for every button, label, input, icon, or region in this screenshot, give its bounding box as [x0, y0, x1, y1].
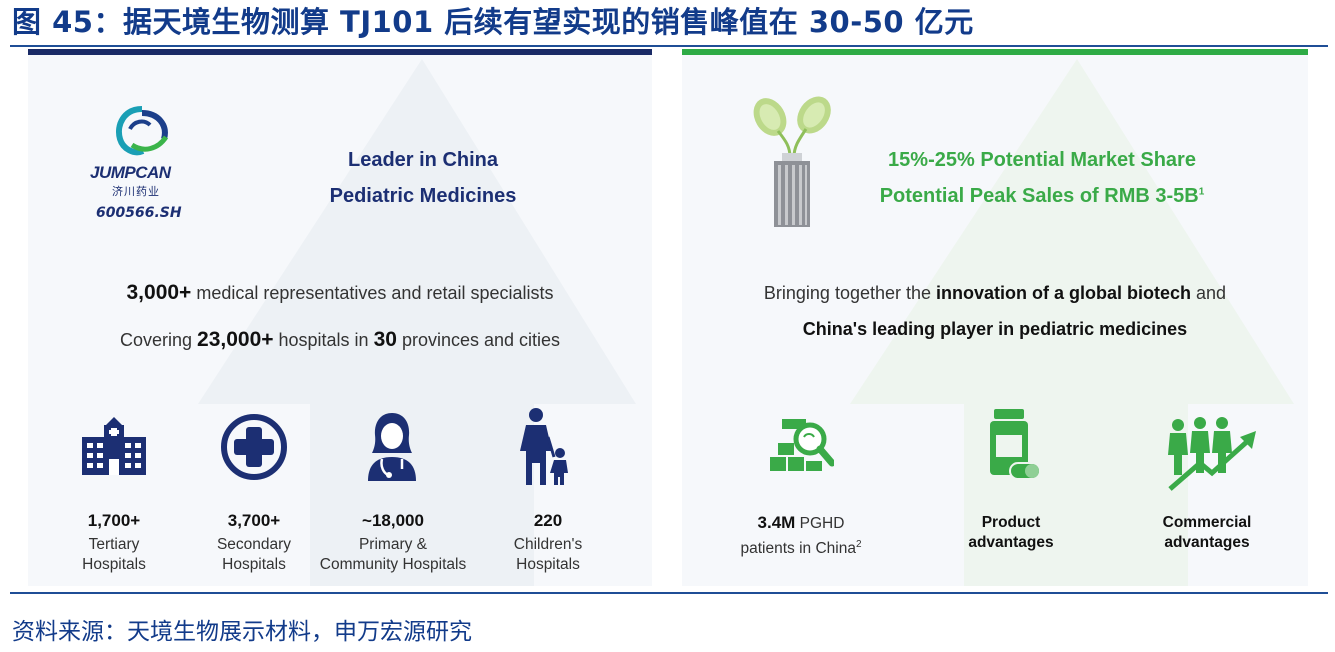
primary-count: ~18,000: [362, 511, 424, 530]
secondary-label-1: Secondary: [216, 536, 292, 553]
medicine-bottle-icon: [984, 407, 1042, 481]
seedling-vial-icon: [748, 95, 840, 229]
commercial-advantages-line-2: advantages: [1164, 534, 1250, 551]
source-divider: [10, 592, 1328, 594]
title-divider: [10, 45, 1328, 47]
description-pre: Bringing together the: [763, 283, 937, 303]
stat-coverage: Covering 23,000+ hospitals in 30 provinc…: [28, 328, 652, 352]
commercial-advantages-line-1: Commercial: [1162, 514, 1252, 531]
pghd-footnote: 2: [855, 539, 862, 550]
stat-coverage-hospitals: 23,000+: [197, 328, 274, 351]
parent-child-icon: [516, 407, 572, 487]
primary-label-1: Primary &: [358, 536, 428, 553]
stat-coverage-provinces: 30: [373, 328, 397, 351]
market-share-headline: 15%-25% Potential Market Share: [888, 149, 1196, 171]
tj101-panel: 15%-25% Potential Market Share Potential…: [682, 49, 1308, 586]
stat-representatives: 3,000+ medical representatives and retai…: [28, 281, 652, 305]
peak-sales-headline: Potential Peak Sales of RMB 3-5B1: [832, 185, 1252, 208]
stat-representatives-text: medical representatives and retail speci…: [191, 283, 554, 303]
description-bold-1: innovation of a global biotech: [936, 283, 1192, 303]
logo-wordmark: JUMPCAN: [90, 163, 171, 182]
jumpcan-panel: JUMPCAN 济川药业 600566.SH Leader in China P…: [28, 49, 652, 586]
primary-label-2: Community Hospitals: [319, 556, 467, 573]
doctor-icon: [362, 409, 422, 483]
peak-sales-footnote: 1: [1198, 186, 1205, 198]
secondary-label-2: Hospitals: [222, 556, 286, 573]
pghd-number: 3.4M: [757, 513, 796, 532]
pghd-stat-line-2: patients in China2: [716, 535, 886, 559]
product-advantages-line-1: Product: [981, 514, 1041, 531]
stat-coverage-mid: hospitals in: [273, 330, 374, 350]
children-label-2: Hospitals: [516, 556, 580, 573]
tertiary-label-2: Hospitals: [82, 556, 146, 573]
jumpcan-logo-icon: [110, 105, 174, 161]
product-advantages-line-2: advantages: [968, 534, 1054, 551]
pghd-stat-line-1: 3.4M PGHD: [716, 513, 886, 534]
panel-top-bar: [682, 49, 1308, 55]
pghd-caption: patients in China: [740, 540, 856, 558]
description-line-2: China's leading player in pediatric medi…: [682, 319, 1308, 340]
figure-title: 图 45：据天境生物测算 TJ101 后续有望实现的销售峰值在 30-50 亿元: [12, 5, 974, 39]
description-line-1: Bringing together the innovation of a gl…: [682, 283, 1308, 304]
children-label-1: Children's: [513, 536, 583, 553]
logo-chinese-name: 济川药业: [112, 185, 160, 198]
peak-sales-text: Potential Peak Sales of RMB 3-5B: [879, 185, 1199, 207]
medical-cross-icon: [220, 413, 288, 481]
patient-search-icon: [768, 417, 836, 479]
secondary-count: 3,700+: [227, 511, 281, 530]
description-bold-2: China's leading player in pediatric medi…: [802, 319, 1188, 339]
hospital-building-icon: [78, 415, 150, 477]
stock-ticker: 600566.SH: [96, 205, 182, 221]
tertiary-label-1: Tertiary: [88, 536, 140, 553]
growth-people-icon: [1166, 415, 1258, 495]
pghd-label: PGHD: [795, 515, 845, 532]
headline-line-2: Pediatric Medicines: [329, 185, 517, 207]
stat-coverage-post: provinces and cities: [396, 330, 561, 350]
tertiary-count: 1,700+: [87, 511, 141, 530]
stat-representatives-number: 3,000+: [126, 281, 192, 304]
description-post: and: [1191, 283, 1227, 303]
children-count: 220: [533, 511, 563, 530]
stat-coverage-pre: Covering: [119, 330, 198, 350]
figure-source: 资料来源：天境生物展示材料，申万宏源研究: [12, 619, 472, 645]
headline-line-1: Leader in China: [347, 149, 499, 171]
panel-top-bar: [28, 49, 652, 55]
